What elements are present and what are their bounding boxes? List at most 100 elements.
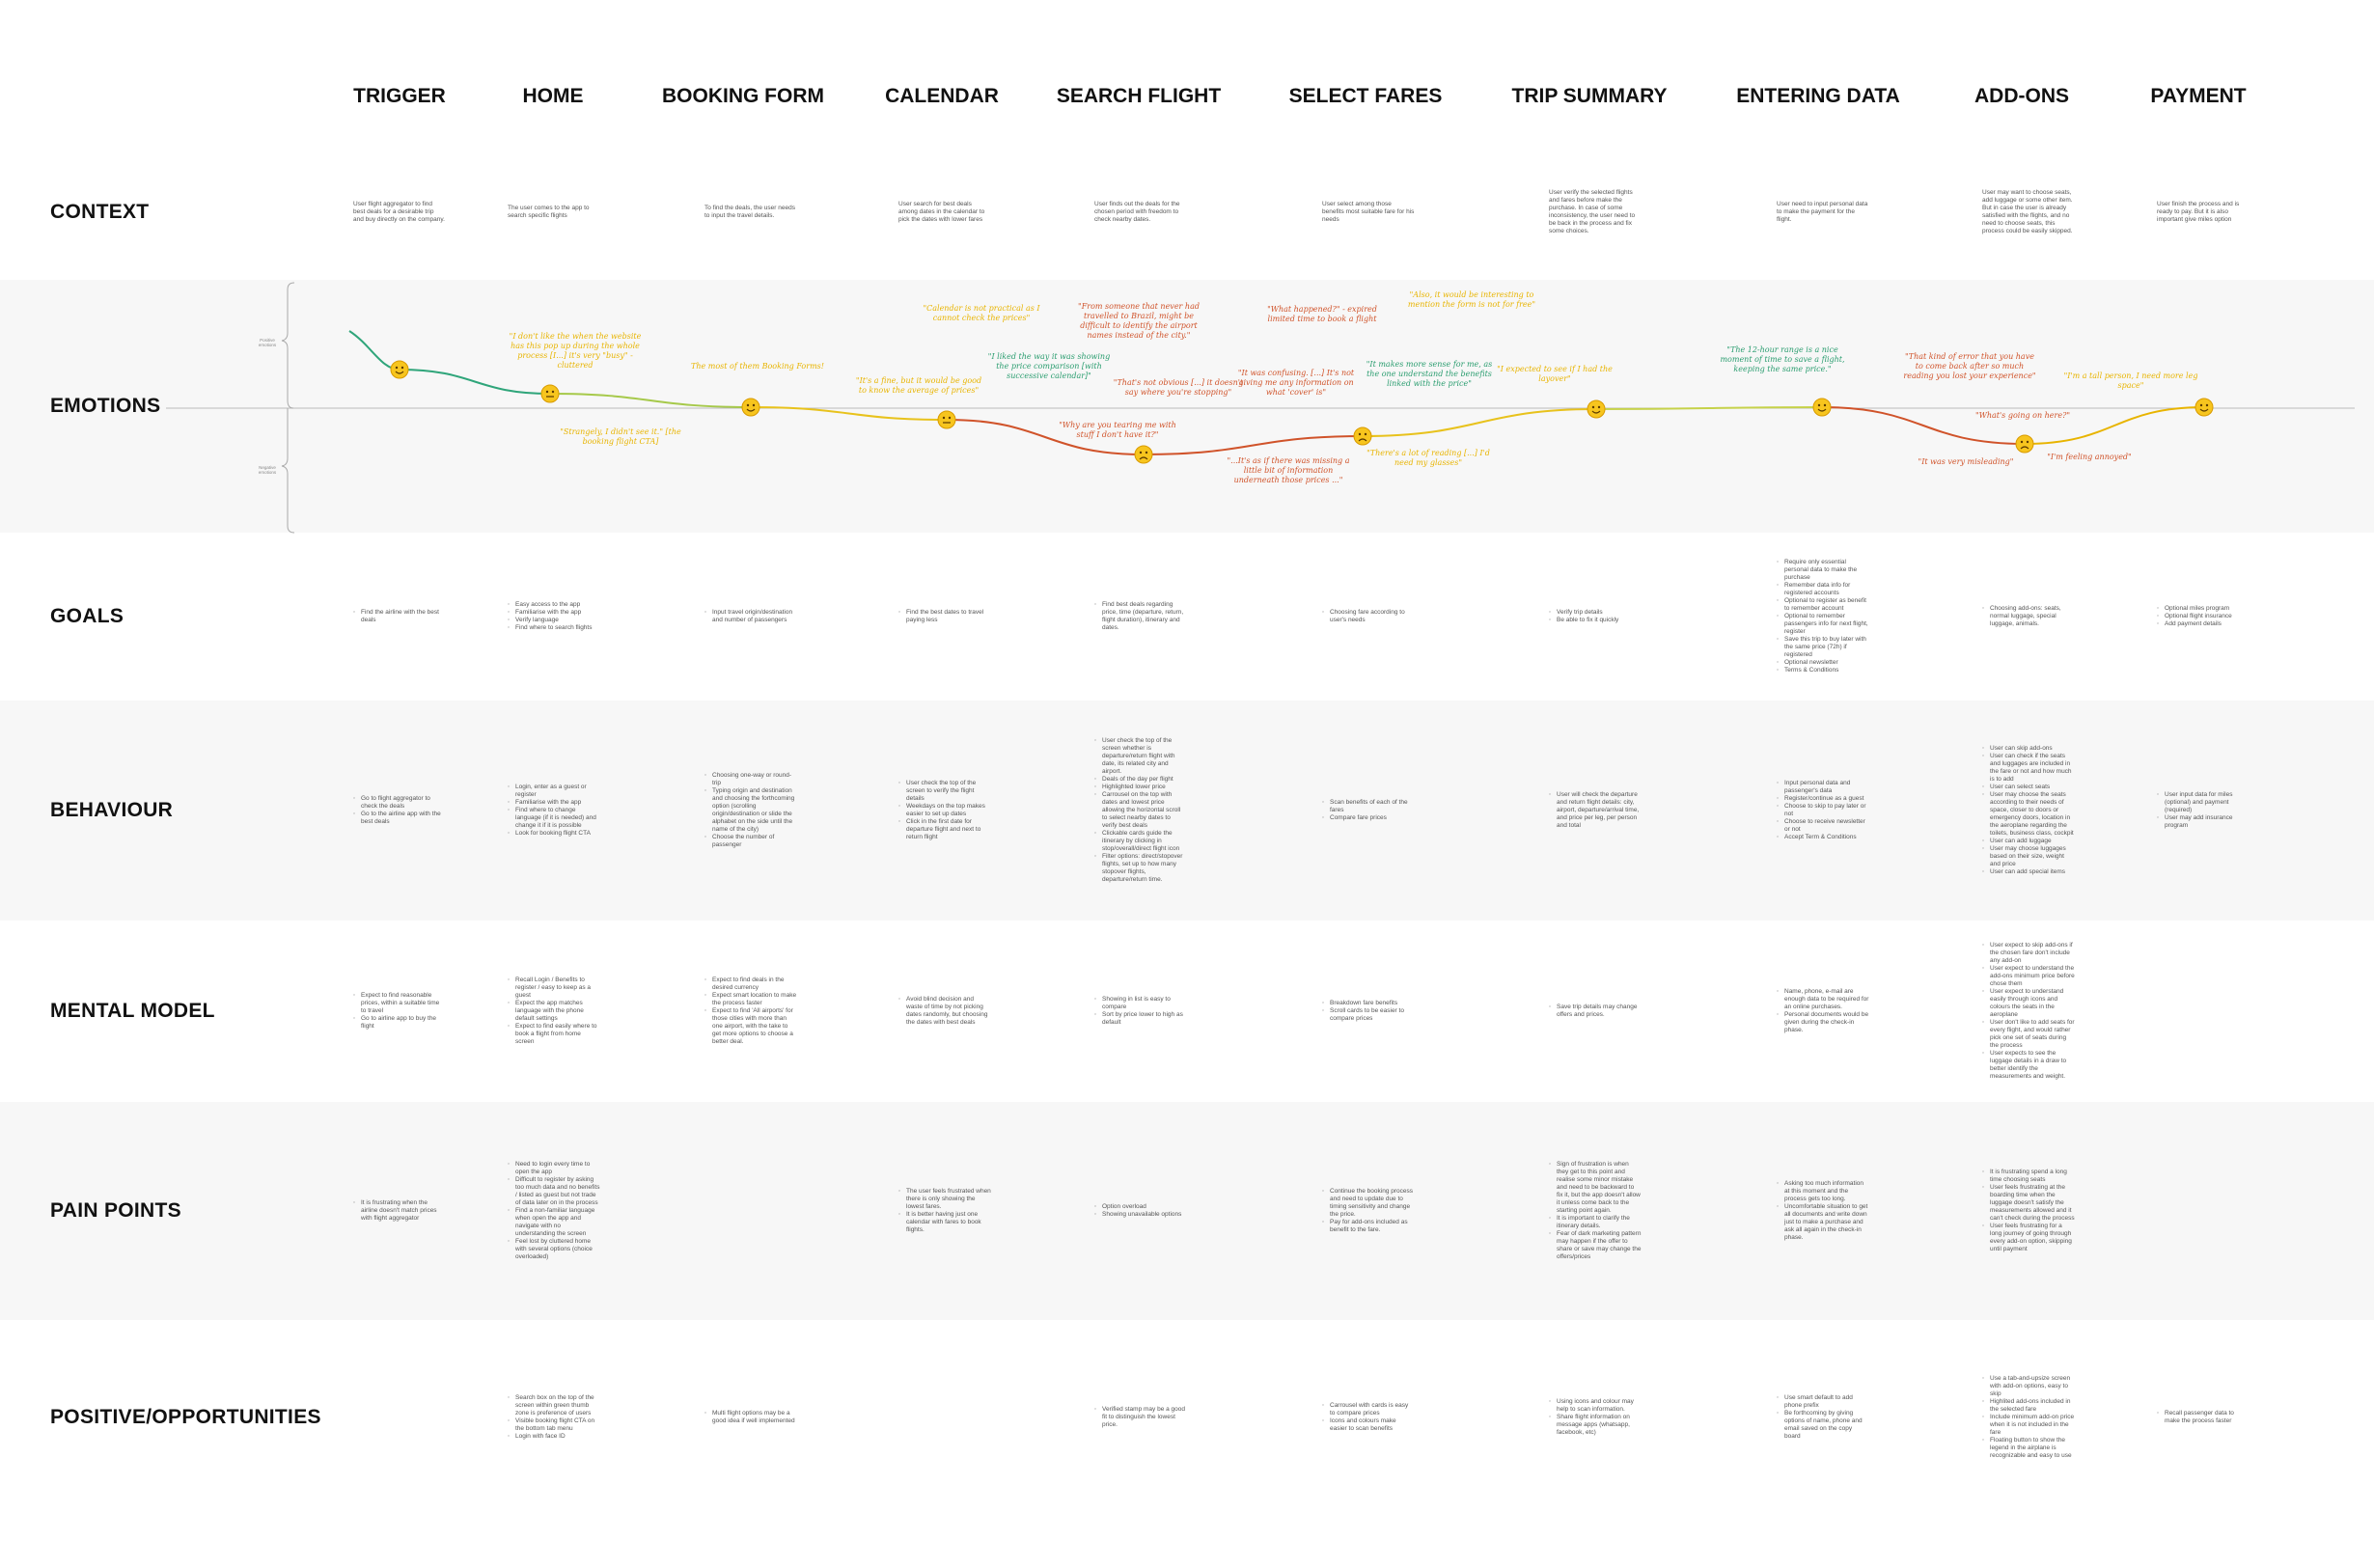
emoji-face [937, 410, 956, 429]
cell: Name, phone, e-mail are enough data to b… [1777, 921, 1869, 1102]
cell-list: User can skip add-onsUser can check if t… [1982, 745, 2075, 876]
cell-text: User finds out the deals for the chosen … [1094, 200, 1180, 223]
quote: "That kind of error that you have to com… [1903, 352, 2036, 380]
emoji-eye [2026, 440, 2029, 444]
emoji-mouth [2199, 408, 2209, 412]
column-title: CALENDAR [885, 85, 999, 107]
emotion-curve [2024, 406, 2205, 445]
list-item: Breakdown fare benefits [1322, 1000, 1415, 1007]
emoji-eye [2205, 403, 2209, 407]
cell-list: Multi flight options may be a good idea … [704, 1410, 797, 1425]
cell-list: Login, enter as a guest or registerFamil… [508, 784, 600, 838]
cell-text: User flight aggregator to find best deal… [353, 200, 445, 223]
list-item: Choosing add-ons: seats, normal luggage,… [1982, 605, 2075, 628]
cell: Choosing fare according to user's needs [1322, 533, 1415, 701]
quote: "It's a fine, but it would be good to kn… [855, 376, 982, 395]
cell-list: Find the best dates to travel paying les… [898, 609, 991, 624]
emotion-curve [1595, 406, 1823, 410]
emoji-face [540, 384, 560, 403]
cell-list: It is frustrating spend a long time choo… [1982, 1169, 2075, 1253]
list-item: Deals of the day per flight [1094, 776, 1187, 784]
row-label: MENTAL MODEL [50, 1000, 215, 1022]
quote: "...It's as if there was missing a littl… [1227, 456, 1350, 484]
cell-list: The user feels frustrated when there is … [898, 1188, 991, 1234]
emotion-curve [549, 393, 752, 408]
cell-list: It is frustrating when the airline doesn… [353, 1199, 446, 1223]
list-item: Verify trip details [1549, 609, 1618, 617]
emoji [937, 410, 956, 429]
cell: Verify trip detailsBe able to fix it qui… [1549, 533, 1642, 701]
list-item: Filter options: direct/stopover flights,… [1094, 853, 1187, 884]
list-item: Find where to change language (if it is … [508, 807, 600, 830]
cell: User select among those benefits most su… [1322, 144, 1415, 280]
list-item: Showing unavailable options [1094, 1211, 1181, 1219]
cell-list: Find the airline with the best deals [353, 609, 446, 624]
cell: Input personal data and passenger's data… [1777, 701, 1869, 921]
list-item: Find the best dates to travel paying les… [898, 609, 991, 624]
list-item: Expect to find easily where to book a fl… [508, 1023, 600, 1046]
list-item: Expect the app matches language with the… [508, 1000, 600, 1023]
list-item: Go to airline app to buy the flight [353, 1015, 446, 1031]
cell: It is frustrating spend a long time choo… [1982, 1102, 2075, 1320]
cell-list: Recall Login / Benefits to register / ea… [508, 977, 600, 1046]
list-item: Sort by price lower to high as default [1094, 1011, 1187, 1027]
cell: Use a tab-and-upsize screen with add-on … [1982, 1320, 2075, 1514]
row-label: BEHAVIOUR [50, 799, 174, 821]
list-item: Input personal data and passenger's data [1777, 780, 1869, 795]
emoji-eye [1358, 432, 1362, 436]
list-item: User feels frustrating for a long journe… [1982, 1223, 2075, 1253]
list-item: Showing in list is easy to compare [1094, 996, 1187, 1011]
emoji-face [2195, 398, 2214, 417]
cell-list: Go to flight aggregator to check the dea… [353, 795, 446, 826]
list-item: Recall passenger data to make the proces… [2157, 1410, 2250, 1425]
list-item: Expect to find 'All airports' for those … [704, 1007, 797, 1046]
list-item: User expects to see the luggage details … [1982, 1050, 2075, 1081]
cell: Asking too much information at this mome… [1777, 1102, 1869, 1320]
list-item: Optional to register as benefit to remem… [1777, 597, 1869, 613]
quote: "I expected to see if I had the layover" [1497, 365, 1613, 383]
cell-list: Choosing fare according to user's needs [1322, 609, 1415, 624]
emoji-mouth [1591, 410, 1601, 414]
list-item: Be forthcoming by giving options of name… [1777, 1410, 1869, 1441]
list-item: Expect to find reasonable prices, within… [353, 992, 446, 1015]
cell-list: Scan benefits of each of the faresCompar… [1322, 799, 1415, 822]
list-item: Expect smart location to make the proces… [704, 992, 797, 1007]
list-item: User don't like to add seats for every f… [1982, 1019, 2075, 1050]
cell-list: Verify trip detailsBe able to fix it qui… [1549, 609, 1618, 624]
list-item: Difficult to register by asking too much… [508, 1176, 600, 1207]
emotion-curve [946, 419, 1145, 455]
row-label: PAIN POINTS [50, 1199, 181, 1222]
cell: User input data for miles (optional) and… [2157, 701, 2250, 921]
quote: "That's not obvious [...] it doesn't say… [1113, 378, 1244, 397]
column-title: HOME [522, 85, 584, 107]
cell: Easy access to the appFamiliarise with t… [508, 533, 600, 701]
emoji-face [2015, 434, 2034, 454]
list-item: User may choose the seats according to t… [1982, 791, 2075, 838]
list-item: Remember data info for registered accoun… [1777, 582, 1869, 597]
cell: Scan benefits of each of the faresCompar… [1322, 701, 1415, 921]
list-item: Carrousel with cards is easy to compare … [1322, 1402, 1415, 1417]
quote: "Calendar is not practical as I cannot c… [923, 304, 1040, 322]
emotion-curve [348, 330, 400, 371]
cell: Find the airline with the best deals [353, 533, 446, 701]
emotion-curve [399, 369, 551, 395]
list-item: Find best deals regarding price, time (d… [1094, 601, 1187, 632]
emoji [1353, 426, 1372, 446]
list-item: Familiarise with the app [508, 609, 592, 617]
cell: Find best deals regarding price, time (d… [1094, 533, 1187, 701]
cell-list: Name, phone, e-mail are enough data to b… [1777, 988, 1869, 1034]
cell: User search for best deals among dates i… [898, 144, 991, 280]
list-item: Find the airline with the best deals [353, 609, 446, 624]
cell: To find the deals, the user needs to inp… [704, 144, 797, 280]
cell-list: Need to login every time to open the app… [508, 1161, 600, 1261]
column-title: PAYMENT [2150, 85, 2247, 107]
list-item: Easy access to the app [508, 601, 592, 609]
cell: Search box on the top of the screen with… [508, 1320, 600, 1514]
cell: User will check the departure and return… [1549, 701, 1642, 921]
list-item: Multi flight options may be a good idea … [704, 1410, 797, 1425]
cell: Find the best dates to travel paying les… [898, 533, 991, 701]
list-item: Login, enter as a guest or register [508, 784, 600, 799]
cell-list: Choosing add-ons: seats, normal luggage,… [1982, 605, 2075, 628]
list-item: It is frustrating spend a long time choo… [1982, 1169, 2075, 1184]
cell-list: Optional miles programOptional flight in… [2157, 605, 2232, 628]
